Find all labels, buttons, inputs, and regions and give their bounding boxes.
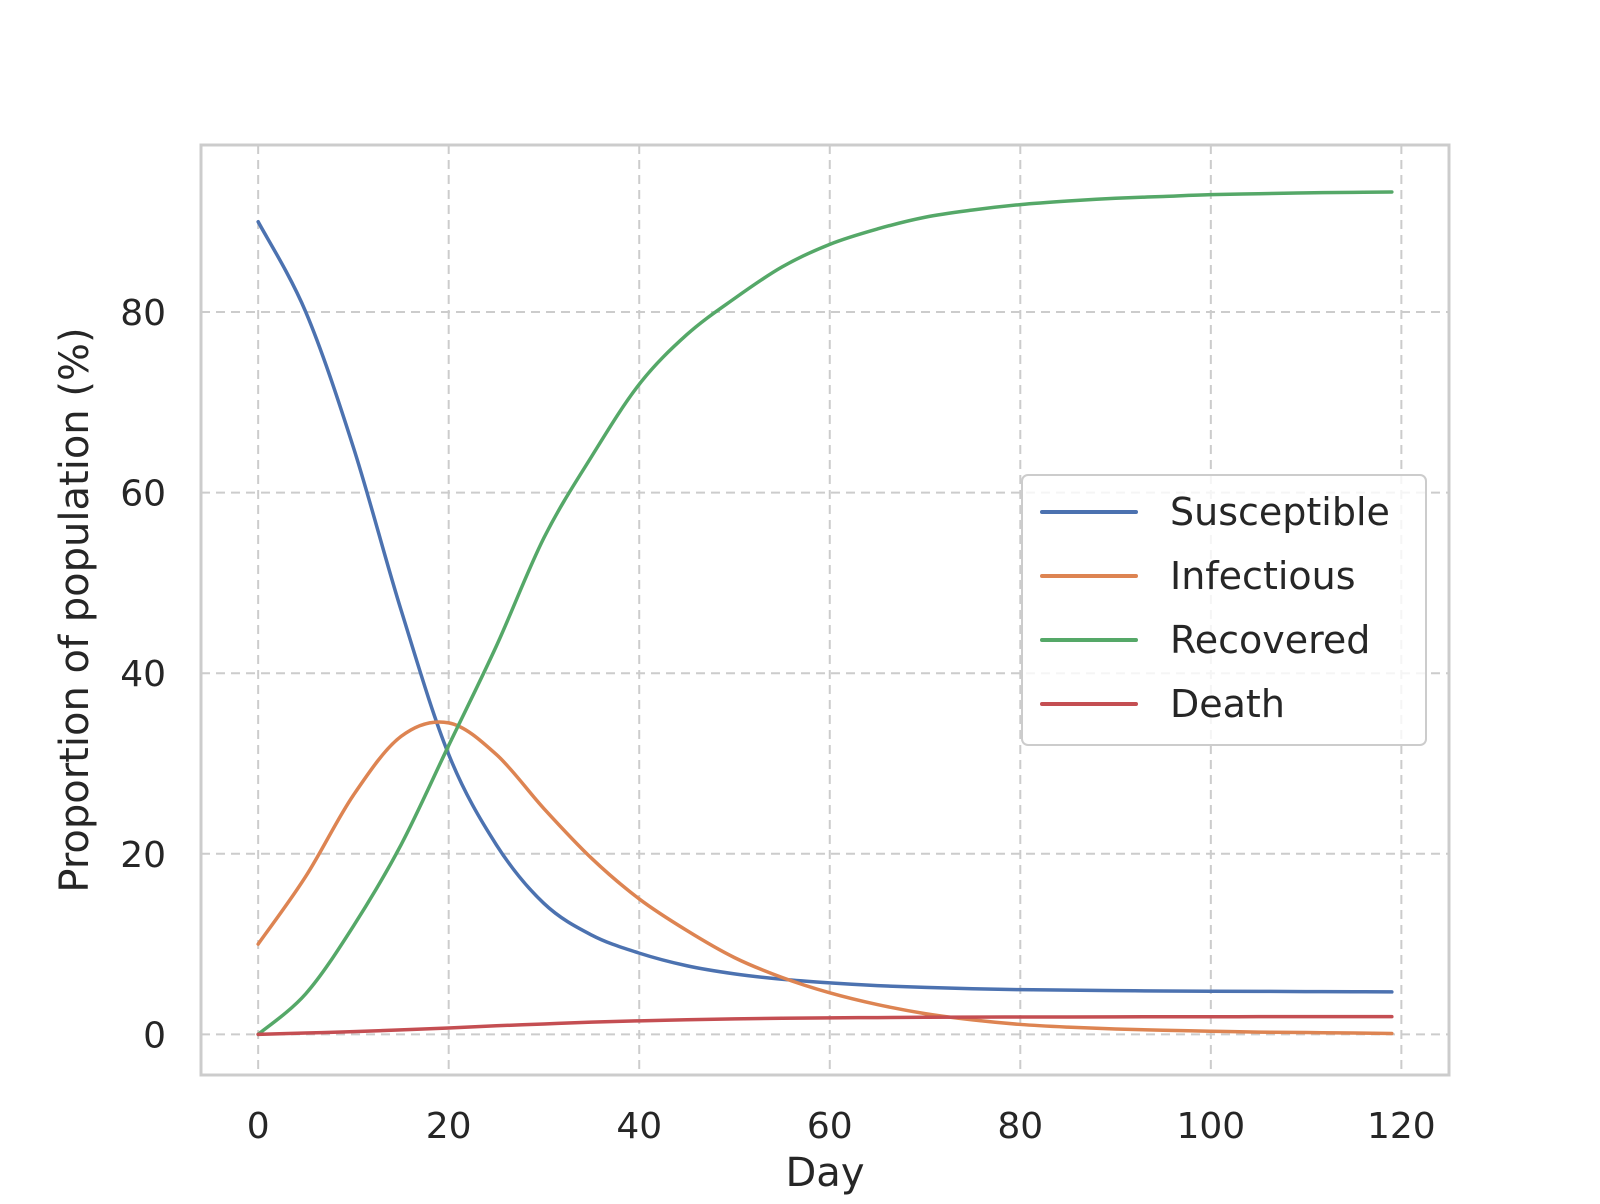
legend-label-recovered: Recovered (1170, 618, 1370, 662)
y-tick-label: 20 (120, 835, 166, 876)
x-tick-label: 0 (247, 1106, 270, 1147)
y-tick-label: 80 (120, 293, 166, 334)
y-axis-label: Proportion of population (%) (52, 327, 98, 892)
legend-label-infectious: Infectious (1170, 554, 1356, 598)
plot-frame (199, 143, 1451, 1077)
series-line-death (256, 1014, 1394, 1037)
y-tick-label: 0 (143, 1015, 166, 1056)
x-tick-label: 40 (616, 1106, 662, 1147)
x-tick-label: 20 (426, 1106, 472, 1147)
x-tick-label: 120 (1367, 1106, 1436, 1147)
x-axis-ticks: 0 20 40 60 80 100 120 (247, 1106, 1436, 1147)
x-tick-label: 80 (997, 1106, 1043, 1147)
series-lines (256, 190, 1394, 1037)
legend-label-death: Death (1170, 682, 1285, 726)
legend-box (1021, 474, 1427, 746)
y-tick-label: 60 (120, 474, 166, 515)
series-line-infectious (256, 720, 1394, 1036)
legend-label-susceptible: Susceptible (1170, 490, 1390, 534)
legend-item-death: Death (1040, 682, 1285, 726)
legend-items: Susceptible Infectious Recovered Death (1040, 490, 1390, 726)
legend: Susceptible Infectious Recovered Death (1021, 474, 1427, 746)
x-tick-label: 60 (807, 1106, 853, 1147)
series-line-recovered (256, 190, 1394, 1037)
legend-item-infectious: Infectious (1040, 554, 1356, 598)
legend-item-susceptible: Susceptible (1040, 490, 1390, 534)
y-axis-ticks: 0 20 40 60 80 (120, 293, 166, 1056)
x-axis-label: Day (786, 1150, 865, 1196)
y-tick-label: 40 (120, 654, 166, 695)
legend-item-recovered: Recovered (1040, 618, 1370, 662)
x-tick-label: 100 (1176, 1106, 1245, 1147)
